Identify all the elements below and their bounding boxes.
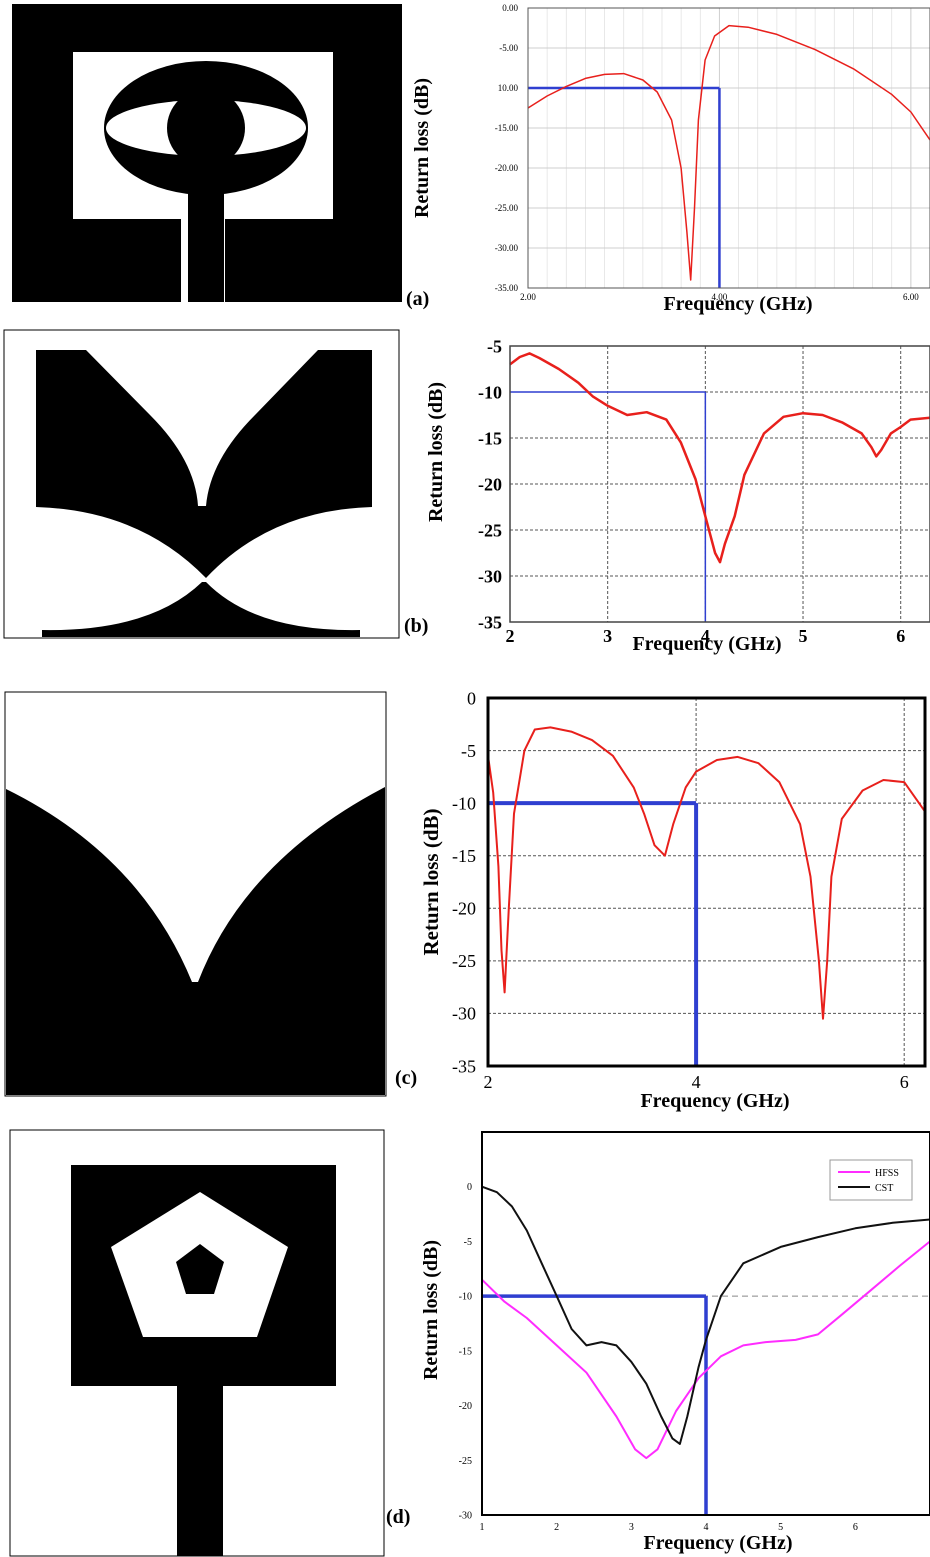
plot-frame — [509, 345, 930, 623]
antenna-a-center-disc — [167, 89, 245, 167]
antenna-a-feed-gap-left — [181, 195, 188, 302]
y-tick-label: -30 — [478, 566, 502, 586]
x-axis-label: Frequency (GHz) — [640, 1090, 789, 1112]
series-line-0 — [527, 24, 930, 281]
y-tick-label: -20 — [459, 1401, 472, 1412]
plot-area — [528, 8, 930, 288]
y-tick-label: -25 — [478, 520, 502, 540]
x-tick-label: 6 — [896, 626, 905, 646]
chart-a: 0.00 -5.00 10.00 -15.00 -20.00 -25.00 -30.00 -3… — [411, 3, 930, 315]
x-axis-label: Frequency (GHz) — [632, 633, 781, 655]
x-tick-label: 1 — [480, 1522, 485, 1533]
y-tick-label: -15 — [452, 846, 476, 866]
panel-label-c: (c) — [395, 1067, 417, 1089]
y-tick-label: -5 — [461, 741, 476, 761]
y-tick-label: -25 — [459, 1456, 472, 1467]
y-tick-label: -5 — [487, 336, 502, 356]
y-tick-label: -20 — [478, 474, 502, 494]
x-tick-label: 6 — [900, 1072, 909, 1092]
series-line-cst — [481, 1185, 930, 1445]
y-tick-label: 10.00 — [498, 83, 519, 93]
x-tick-label: 5 — [778, 1522, 783, 1533]
legend-label-cst: CST — [875, 1183, 893, 1194]
y-tick-label: -10 — [452, 793, 476, 813]
y-axis-label: Return loss (dB) — [411, 78, 433, 218]
x-tick-label: 4 — [701, 626, 710, 646]
plot-frame — [527, 7, 930, 289]
y-axis-label: Return loss (dB) — [419, 808, 443, 955]
y-tick-label: -35 — [452, 1056, 476, 1076]
x-axis-label: Frequency (GHz) — [663, 293, 812, 315]
y-tick-label: -10 — [478, 382, 502, 402]
x-tick-label: 2 — [484, 1072, 493, 1092]
antenna-b-upper-patch — [36, 350, 372, 578]
y-tick-label: -15 — [459, 1346, 472, 1357]
x-tick-label: 4.00 — [712, 292, 728, 302]
chart-c: 0 -5 -10 -15 -20 -25 -30 -35 2 4 6 Frequency (GHz) R… — [419, 688, 927, 1112]
y-tick-label: 0.00 — [502, 3, 518, 13]
legend-label-hfss: HFSS — [875, 1168, 899, 1179]
series-line-hfss — [481, 1240, 930, 1460]
y-tick-label: 0 — [467, 688, 476, 708]
x-tick-label: 6.00 — [903, 292, 919, 302]
plot-area — [488, 698, 925, 1066]
x-tick-label: 2 — [506, 626, 515, 646]
y-tick-label: -15 — [478, 428, 502, 448]
antenna-a-feed-strip — [188, 190, 224, 302]
x-tick-label: 3 — [603, 626, 612, 646]
y-tick-label: -5 — [464, 1237, 472, 1248]
plot-frame — [481, 1131, 930, 1516]
panel-label-a: (a) — [406, 288, 429, 310]
y-tick-label: -35 — [478, 612, 502, 632]
y-tick-label: -30 — [452, 1004, 476, 1024]
antenna-b — [3, 329, 400, 639]
y-tick-label: 0 — [467, 1182, 472, 1193]
plot-frame — [486, 696, 927, 1068]
y-tick-label: -25 — [452, 951, 476, 971]
series-line-0 — [509, 352, 930, 564]
antenna-c — [4, 691, 387, 1097]
antenna-d — [9, 1129, 385, 1557]
antenna-d-pentagon-inner — [176, 1244, 224, 1294]
x-tick-label: 2 — [554, 1522, 559, 1533]
panel-label-d: (d) — [386, 1506, 410, 1528]
x-axis-label: Frequency (GHz) — [643, 1532, 792, 1554]
x-tick-label: 2.00 — [520, 292, 536, 302]
antenna-c-patch — [6, 787, 385, 1095]
y-tick-label: -15.00 — [495, 123, 519, 133]
x-tick-label: 3 — [629, 1522, 634, 1533]
y-tick-label: -10 — [459, 1292, 472, 1303]
antenna-a — [12, 4, 402, 302]
y-tick-label: -20.00 — [495, 163, 519, 173]
panel-label-b: (b) — [404, 615, 428, 637]
y-axis-label: Return loss (dB) — [420, 1240, 442, 1380]
y-axis-label: Return loss (dB) — [425, 382, 447, 522]
y-tick-label: -25.00 — [495, 203, 519, 213]
x-tick-label: 4 — [692, 1072, 701, 1092]
antenna-b-lower-patch — [42, 582, 360, 637]
series-line-0 — [487, 726, 926, 1020]
y-tick-label: -30 — [459, 1511, 472, 1522]
y-tick-label: -5.00 — [499, 43, 518, 53]
chart-d: 0 -5 -10 -15 -20 -25 -30 1 2 3 4 5 6 Frequency (GHz) R… — [420, 1131, 930, 1554]
y-tick-label: -30.00 — [495, 243, 519, 253]
y-tick-label: -20 — [452, 899, 476, 919]
chart-b: -5 -10 -15 -20 -25 -30 -352 3 4 5 6 Frequency (GHz)… — [425, 336, 930, 655]
x-tick-label: 6 — [853, 1522, 858, 1533]
legend-box — [829, 1159, 913, 1201]
antenna-d-feed-line — [177, 1386, 223, 1556]
x-tick-label: 5 — [799, 626, 808, 646]
x-tick-label: 4 — [704, 1522, 709, 1533]
y-tick-label: -35.00 — [495, 283, 519, 293]
